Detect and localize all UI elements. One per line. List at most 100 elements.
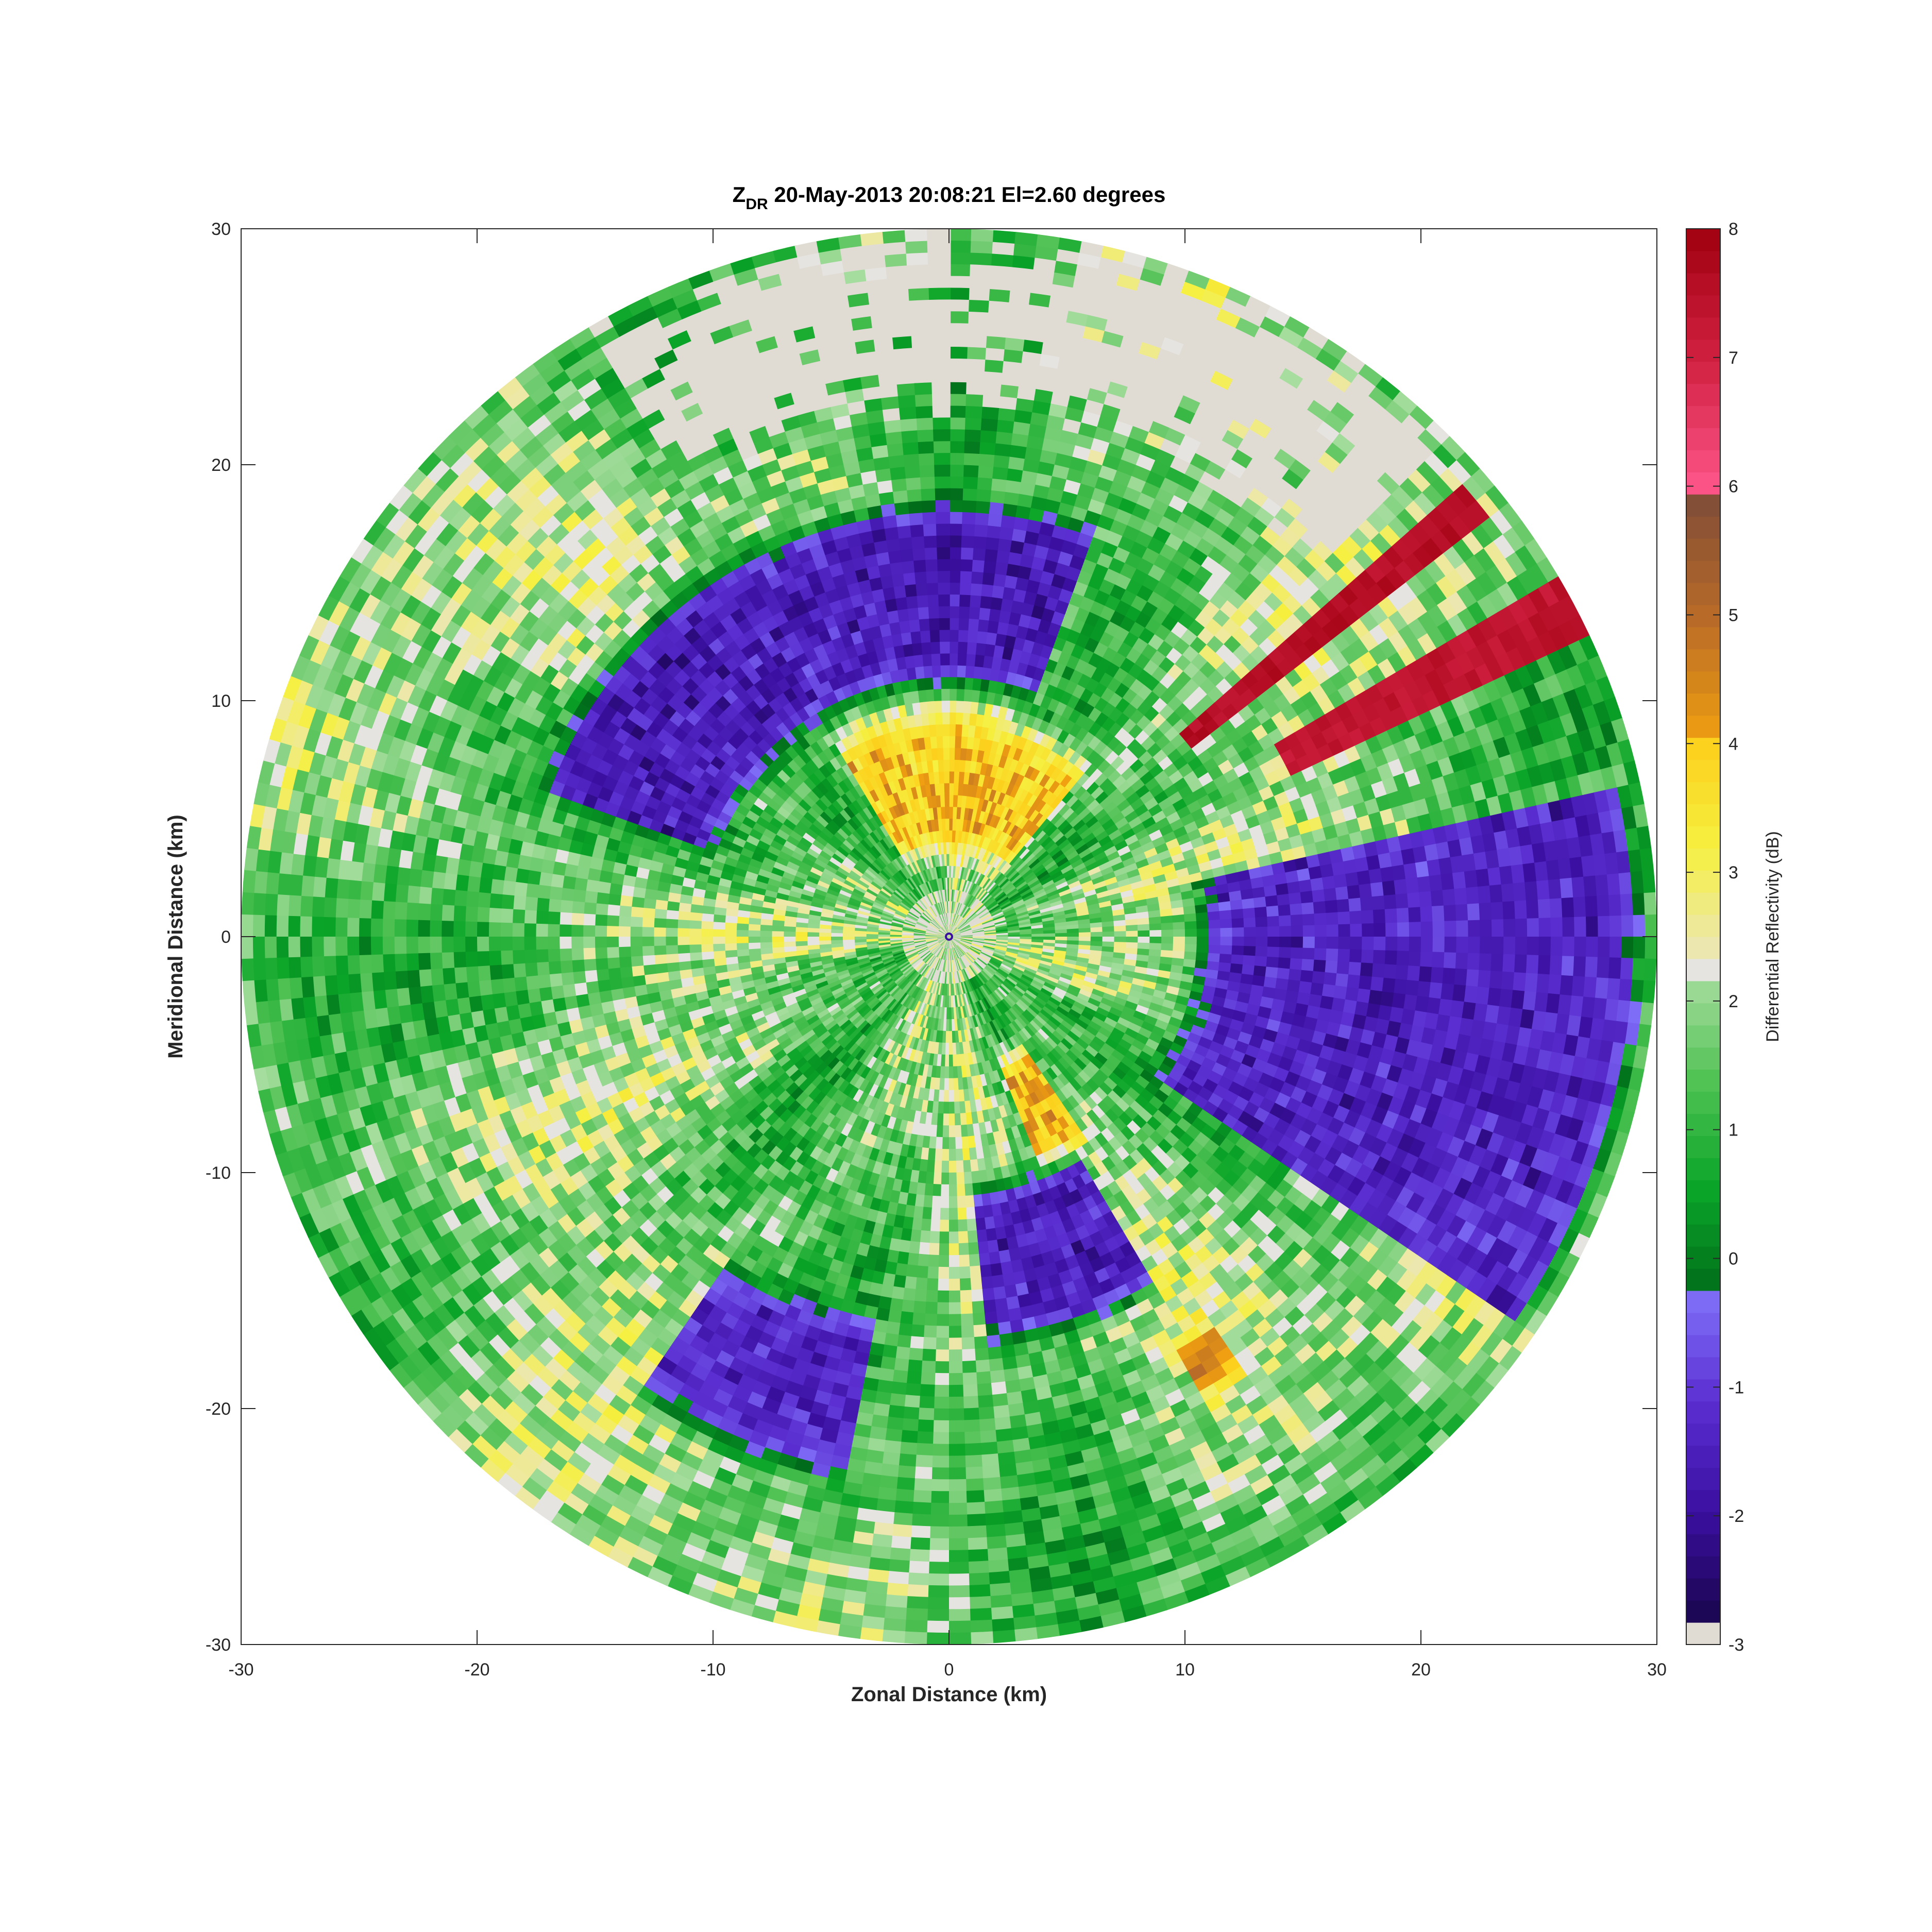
radar-gate bbox=[956, 688, 965, 701]
radar-gate bbox=[1184, 913, 1197, 923]
radar-gate bbox=[1195, 912, 1209, 922]
radar-gate bbox=[1028, 423, 1048, 439]
radar-gate bbox=[1383, 964, 1397, 980]
radar-gate bbox=[985, 359, 1005, 373]
radar-gate bbox=[1013, 637, 1026, 651]
radar-gate bbox=[1302, 947, 1315, 961]
radar-gate bbox=[1001, 515, 1017, 529]
radar-gate bbox=[949, 759, 955, 772]
radar-gate bbox=[957, 676, 966, 690]
radar-gate bbox=[1029, 292, 1053, 308]
radar-gate bbox=[1219, 945, 1233, 955]
radar-gate bbox=[985, 548, 999, 563]
radar-gate bbox=[969, 713, 978, 726]
radar-gate bbox=[1409, 922, 1421, 938]
radar-gate bbox=[956, 806, 962, 820]
radar-gate bbox=[1314, 912, 1327, 926]
radar-gate bbox=[949, 676, 958, 689]
radar-gate bbox=[975, 785, 983, 799]
radar-gate bbox=[1026, 316, 1049, 331]
radar-gate bbox=[1004, 575, 1019, 589]
radar-gate bbox=[1479, 953, 1492, 972]
radar-gate bbox=[949, 499, 964, 513]
radar-gate bbox=[953, 866, 956, 878]
radar-gate bbox=[951, 854, 955, 866]
radar-gate bbox=[1278, 904, 1291, 917]
radar-gate bbox=[1026, 579, 1041, 594]
radar-gate bbox=[1066, 928, 1079, 934]
radar-gate bbox=[1148, 917, 1162, 925]
radar-gate bbox=[1420, 951, 1433, 969]
radar-gate bbox=[1004, 337, 1026, 352]
radar-gate bbox=[958, 618, 970, 631]
radar-gate bbox=[949, 440, 966, 453]
radar-gate bbox=[1028, 507, 1046, 522]
radar-gate bbox=[1301, 902, 1315, 916]
radar-gate bbox=[959, 842, 964, 855]
radar-gate bbox=[1373, 937, 1386, 952]
radar-gate bbox=[1255, 946, 1268, 958]
radar-gate bbox=[1036, 234, 1062, 250]
radar-gate bbox=[954, 866, 958, 878]
radar-gate bbox=[950, 889, 952, 902]
radar-gate bbox=[949, 346, 969, 359]
radar-gate bbox=[952, 889, 955, 902]
radar-gate bbox=[962, 867, 967, 880]
radar-gate bbox=[954, 902, 958, 914]
radar-gate bbox=[1325, 960, 1338, 975]
radar-gate bbox=[1562, 917, 1575, 939]
radar-gate bbox=[969, 844, 976, 858]
radar-gate bbox=[1005, 480, 1023, 494]
radar-gate bbox=[949, 653, 959, 666]
radar-gate bbox=[1417, 981, 1431, 999]
radar-gate bbox=[1606, 978, 1621, 1002]
radar-gate bbox=[1515, 937, 1528, 957]
radar-gate bbox=[1030, 280, 1055, 296]
radar-gate bbox=[978, 619, 990, 633]
radar-gate bbox=[1048, 403, 1069, 419]
radar-gate bbox=[1574, 937, 1587, 959]
radar-gate bbox=[1014, 231, 1040, 246]
radar-gate bbox=[1046, 415, 1066, 431]
radar-gate bbox=[949, 853, 952, 866]
radar-gate bbox=[1050, 392, 1072, 408]
radar-gate bbox=[1077, 349, 1100, 366]
radar-gate bbox=[1015, 505, 1032, 520]
radar-gate bbox=[1207, 911, 1221, 921]
radar-gate bbox=[962, 783, 969, 796]
radar-gate bbox=[1057, 441, 1077, 457]
radar-gate bbox=[1005, 671, 1018, 686]
radar-gate bbox=[955, 854, 960, 867]
radar-gate bbox=[994, 443, 1013, 457]
radar-gate bbox=[1031, 269, 1056, 284]
radar-gate bbox=[1077, 252, 1103, 269]
radar-gate bbox=[1537, 899, 1551, 920]
radar-gate bbox=[953, 901, 956, 913]
radar-gate bbox=[1561, 956, 1574, 978]
radar-gate bbox=[949, 700, 957, 713]
radar-gate bbox=[1267, 916, 1280, 928]
radar-gate bbox=[1043, 933, 1056, 937]
radar-gate bbox=[1161, 922, 1174, 931]
radar-gate bbox=[953, 794, 958, 807]
radar-gate bbox=[949, 841, 953, 854]
radar-gate bbox=[1420, 937, 1433, 953]
radar-gate bbox=[1265, 895, 1279, 908]
radar-gate bbox=[1620, 958, 1634, 981]
radar-gate bbox=[951, 913, 955, 925]
radar-gate bbox=[1454, 968, 1468, 987]
radar-gate bbox=[1045, 318, 1068, 334]
radar-gate bbox=[1418, 966, 1432, 984]
radar-gate bbox=[1052, 464, 1071, 480]
radar-gate bbox=[1420, 906, 1433, 923]
radar-gate bbox=[1468, 937, 1481, 955]
radar-gate bbox=[1585, 956, 1598, 979]
radar-gate bbox=[949, 323, 970, 335]
radar-gate bbox=[1114, 925, 1127, 932]
radar-gate bbox=[1053, 380, 1074, 396]
radar-gate bbox=[983, 383, 1003, 397]
radar-gate bbox=[1021, 351, 1043, 366]
radar-gate bbox=[963, 701, 972, 714]
radar-gate bbox=[997, 538, 1013, 552]
radar-gate bbox=[1036, 377, 1057, 393]
